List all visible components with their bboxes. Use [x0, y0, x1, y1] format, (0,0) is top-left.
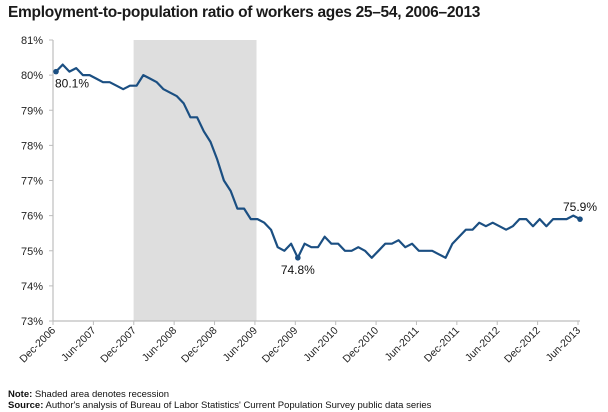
y-tick-label: 76%: [21, 211, 43, 223]
x-tick-label: Dec-2012: [502, 325, 543, 366]
y-tick-label: 74%: [21, 281, 43, 293]
y-tick-label: 77%: [21, 176, 43, 188]
x-tick-label: Dec-2011: [422, 325, 462, 365]
x-tick-label: Jun-2011: [383, 325, 422, 364]
y-tick-label: 78%: [21, 140, 43, 152]
data-line: [55, 63, 581, 259]
annotation-label: 80.1%: [55, 77, 89, 91]
x-tick-label: Jun-2010: [301, 325, 341, 365]
annotation-marker: [577, 216, 583, 222]
annotation-marker: [295, 254, 301, 261]
y-tick-label: 80%: [21, 70, 43, 82]
x-tick-label: Dec-2006: [17, 325, 58, 366]
source-text: Author's analysis of Bureau of Labor Sta…: [43, 400, 432, 411]
note-line: Note: Shaded area denotes recession: [8, 389, 431, 400]
source-line: Source: Author's analysis of Bureau of L…: [8, 400, 431, 411]
chart-notes: Note: Shaded area denotes recession Sour…: [8, 389, 431, 411]
y-tick-label: 79%: [21, 105, 43, 117]
y-tick-label: 75%: [21, 246, 43, 258]
chart-title: Employment-to-population ratio of worker…: [8, 4, 481, 21]
y-tick-label: 81%: [21, 35, 43, 47]
x-tick-label: Jun-2009: [221, 325, 261, 365]
note-text: Shaded area denotes recession: [32, 389, 170, 400]
x-tick-label: Dec-2008: [179, 325, 220, 366]
note-label: Note:: [8, 389, 33, 400]
annotation-label: 75.9%: [563, 200, 597, 214]
annotation-marker: [53, 68, 59, 75]
recession-shading: [133, 40, 257, 321]
x-tick-label: Jun-2008: [140, 325, 180, 365]
x-tick-label: Dec-2010: [341, 325, 382, 366]
y-tick-label: 73%: [21, 316, 43, 328]
x-tick-label: Jun-2013: [544, 325, 584, 365]
annotation-label: 74.8%: [281, 263, 315, 277]
x-tick-label: Dec-2007: [98, 325, 139, 366]
x-tick-label: Jun-2012: [463, 325, 503, 365]
source-label: Source:: [8, 400, 44, 411]
x-tick-label: Dec-2009: [260, 325, 301, 366]
x-tick-label: Jun-2007: [59, 325, 99, 365]
